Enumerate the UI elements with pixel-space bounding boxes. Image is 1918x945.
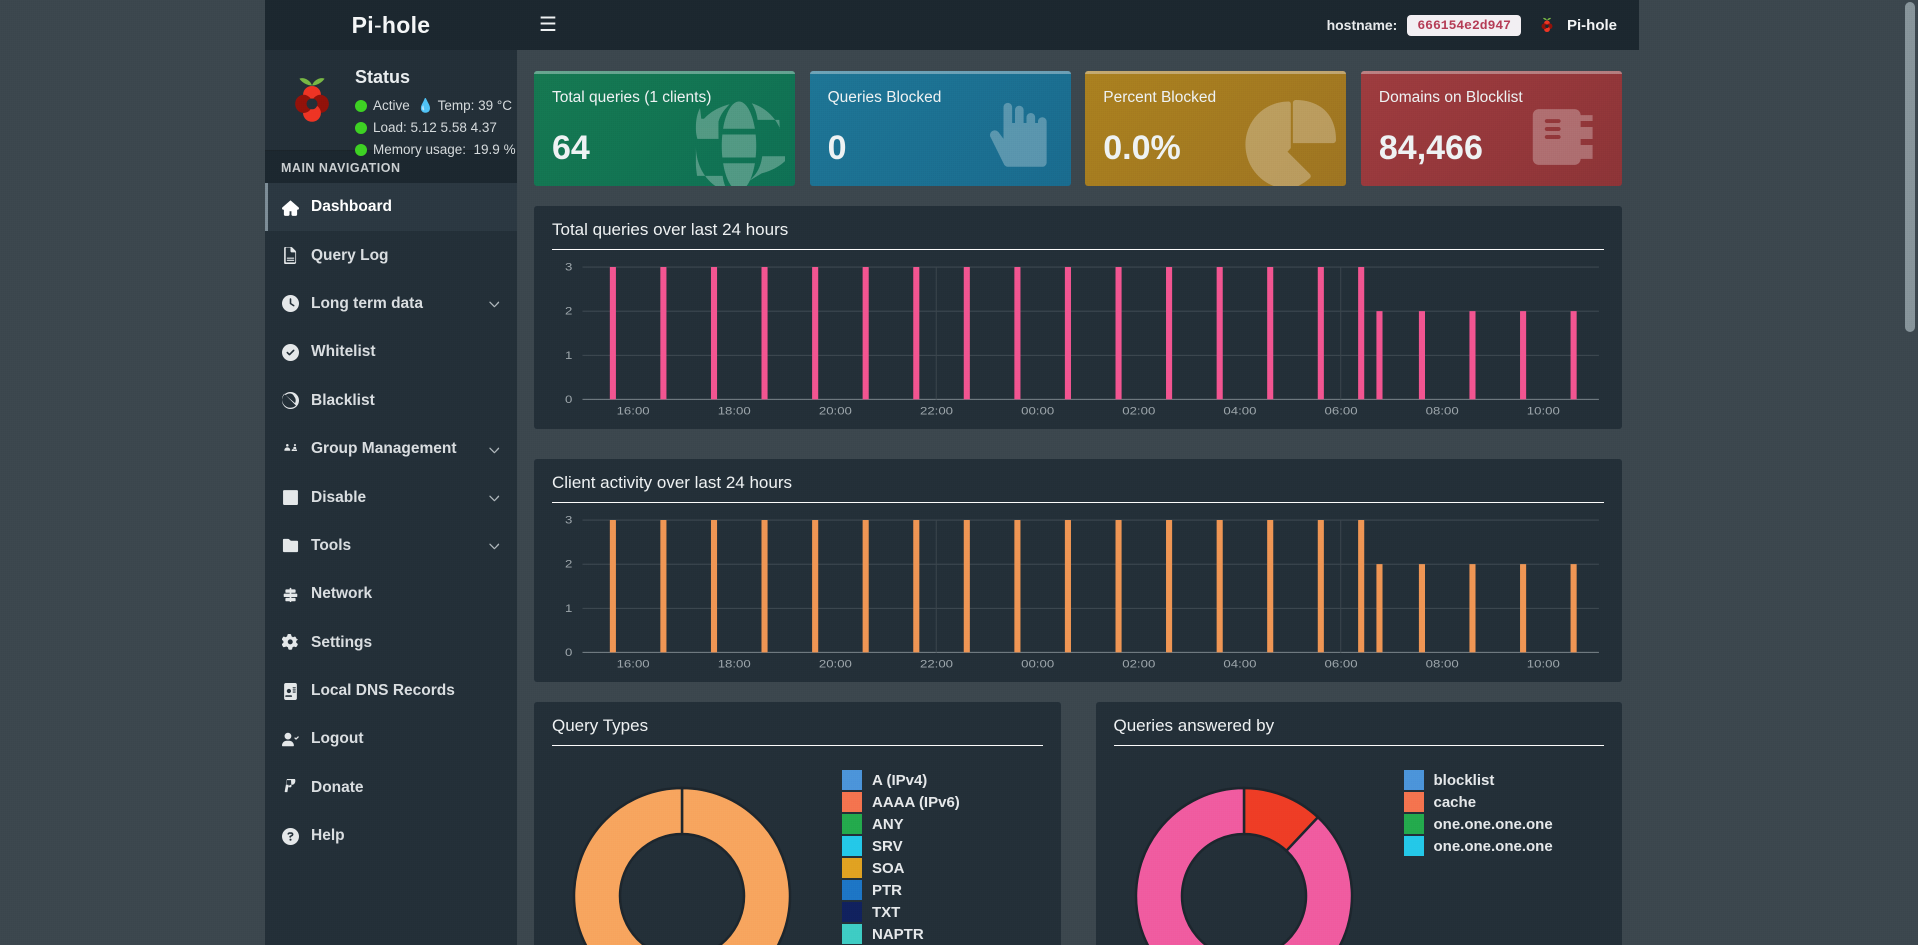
- svg-text:08:00: 08:00: [1426, 404, 1459, 417]
- svg-text:20:00: 20:00: [819, 657, 852, 670]
- svg-text:10:00: 10:00: [1527, 657, 1560, 670]
- svg-text:00:00: 00:00: [1021, 404, 1054, 417]
- svg-text:2: 2: [565, 557, 572, 570]
- svg-text:06:00: 06:00: [1325, 657, 1358, 670]
- svg-text:2: 2: [565, 304, 572, 317]
- svg-text:1: 1: [565, 602, 572, 615]
- svg-text:16:00: 16:00: [617, 404, 650, 417]
- svg-text:08:00: 08:00: [1426, 657, 1459, 670]
- svg-text:3: 3: [565, 260, 572, 273]
- svg-text:22:00: 22:00: [920, 404, 953, 417]
- svg-text:0: 0: [565, 393, 572, 406]
- svg-text:18:00: 18:00: [718, 404, 751, 417]
- svg-text:04:00: 04:00: [1223, 657, 1256, 670]
- svg-text:16:00: 16:00: [617, 657, 650, 670]
- svg-text:0: 0: [565, 646, 572, 659]
- svg-text:00:00: 00:00: [1021, 657, 1054, 670]
- svg-text:10:00: 10:00: [1527, 404, 1560, 417]
- svg-text:22:00: 22:00: [920, 657, 953, 670]
- svg-text:02:00: 02:00: [1122, 404, 1155, 417]
- svg-text:20:00: 20:00: [819, 404, 852, 417]
- svg-text:04:00: 04:00: [1223, 404, 1256, 417]
- svg-text:3: 3: [565, 513, 572, 526]
- svg-text:02:00: 02:00: [1122, 657, 1155, 670]
- svg-text:18:00: 18:00: [718, 657, 751, 670]
- svg-text:1: 1: [565, 349, 572, 362]
- svg-text:06:00: 06:00: [1325, 404, 1358, 417]
